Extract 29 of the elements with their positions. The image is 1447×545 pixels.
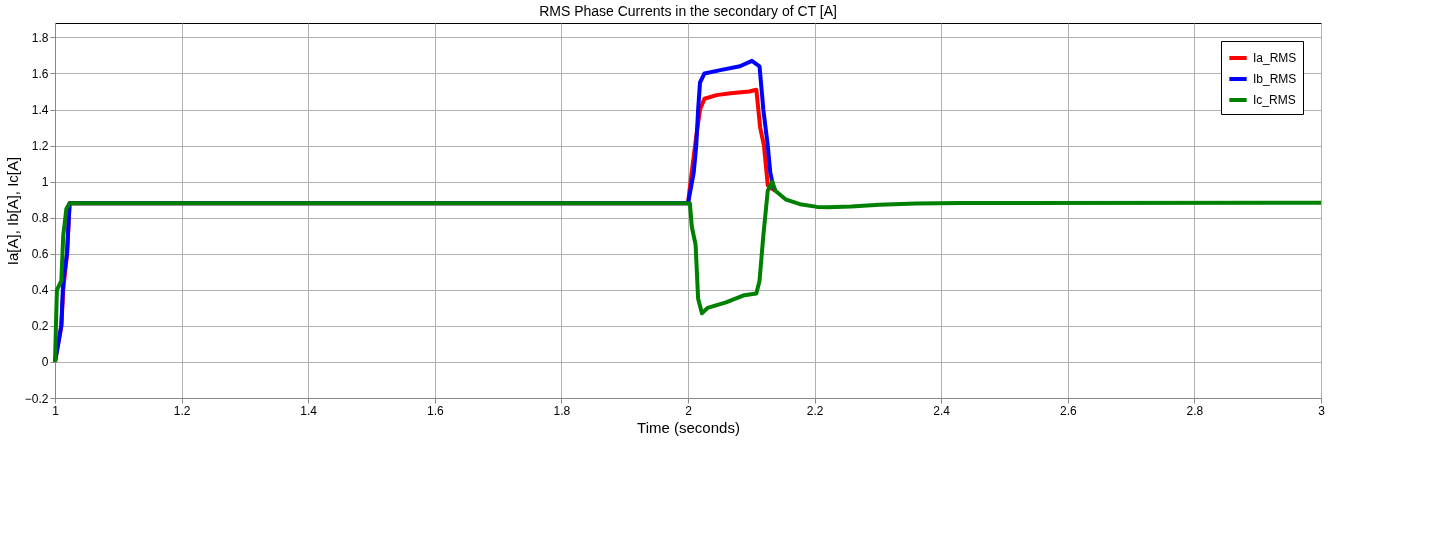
y-tick-label: 0 (41, 355, 49, 370)
line-series (53, 179, 1323, 364)
legend-label: Ib_RMS (1253, 72, 1297, 86)
y-axis-title: Ia[A], Ib[A], Ic[A] (3, 156, 21, 266)
x-tick-label: 2 (685, 403, 693, 418)
chart-title: RMS Phase Currents in the secondary of CT [A] (539, 3, 837, 19)
x-tick-label: 2.4 (933, 403, 951, 418)
y-tick-label: −0.2 (24, 391, 49, 406)
x-tick-label: 2.6 (1059, 403, 1077, 418)
y-tick-label: 0.4 (31, 283, 49, 298)
y-tick-label: 0.8 (31, 211, 49, 226)
x-tick-label: 1 (52, 403, 60, 418)
y-tick-label: 0.6 (31, 247, 49, 262)
y-tick-label: 1 (41, 175, 49, 190)
legend-label: Ic_RMS (1253, 93, 1296, 107)
legend-label: Ia_RMS (1253, 51, 1297, 65)
x-tick-label: 1.6 (426, 403, 444, 418)
y-tick-label: 1.2 (31, 139, 49, 154)
x-tick-label: 3 (1318, 403, 1326, 418)
x-axis-title: Time (seconds) (637, 418, 740, 436)
x-tick-label: 2.2 (806, 403, 824, 418)
x-tick-label: 2.8 (1186, 403, 1204, 418)
y-tick-label: 0.2 (31, 319, 49, 334)
x-tick-label: 1.2 (173, 403, 191, 418)
y-tick-label: 1.8 (31, 30, 49, 45)
x-tick-label: 1.4 (300, 403, 318, 418)
y-tick-label: 1.6 (31, 66, 49, 81)
y-tick-label: 1.4 (31, 103, 49, 118)
x-tick-label: 1.8 (553, 403, 571, 418)
